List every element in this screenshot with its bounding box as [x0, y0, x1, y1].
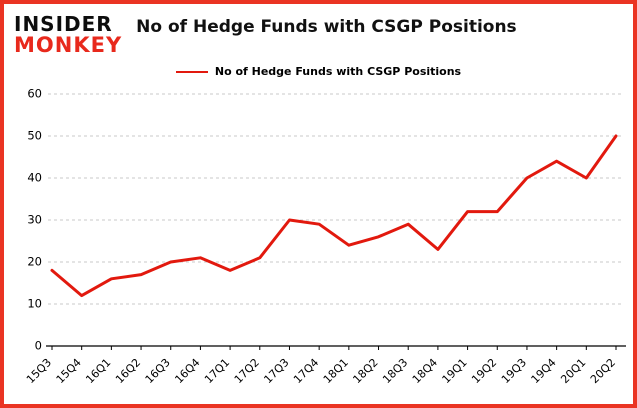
- x-tick-label-17Q3: 17Q3: [261, 356, 291, 386]
- x-tick-label-16Q3: 16Q3: [143, 356, 173, 386]
- x-tick-label-15Q3: 15Q3: [24, 356, 54, 386]
- chart-title: No of Hedge Funds with CSGP Positions: [136, 17, 517, 37]
- logo-text-insider: INSIDER: [14, 12, 113, 36]
- x-tick-label-17Q2: 17Q2: [232, 356, 262, 386]
- legend: No of Hedge Funds with CSGP Positions: [4, 61, 633, 80]
- y-tick-label-30: 30: [27, 213, 42, 227]
- x-tick-label-17Q4: 17Q4: [291, 356, 321, 386]
- y-tick-label-60: 60: [27, 87, 42, 101]
- x-tick-label-18Q3: 18Q3: [380, 356, 410, 386]
- legend-label: No of Hedge Funds with CSGP Positions: [214, 65, 462, 78]
- insider-monkey-logo: INSIDER MONKEY: [14, 14, 122, 56]
- y-tick-label-50: 50: [27, 129, 42, 143]
- x-tick-label-16Q4: 16Q4: [172, 356, 202, 386]
- logo-text-monkey: MONKEY: [14, 33, 123, 57]
- x-tick-label-18Q1: 18Q1: [321, 356, 351, 386]
- x-tick-label-20Q2: 20Q2: [588, 356, 618, 386]
- legend-line-sample: [175, 70, 208, 73]
- series-line-hedge-funds: [50, 134, 618, 298]
- x-tick-label-18Q4: 18Q4: [410, 356, 440, 386]
- y-tick-label-20: 20: [27, 255, 42, 269]
- y-tick-label-0: 0: [35, 339, 42, 353]
- x-tick-label-19Q1: 19Q1: [440, 356, 470, 386]
- x-tick-label-20Q1: 20Q1: [558, 356, 588, 386]
- x-tick-label-16Q1: 16Q1: [83, 356, 113, 386]
- x-tick-label-15Q4: 15Q4: [54, 356, 84, 386]
- x-tick-label-19Q2: 19Q2: [469, 356, 499, 386]
- x-tick-label-17Q1: 17Q1: [202, 356, 232, 386]
- x-tick-label-16Q2: 16Q2: [113, 356, 143, 386]
- y-tick-label-10: 10: [27, 297, 42, 311]
- y-tick-label-40: 40: [27, 171, 42, 185]
- x-tick-label-18Q2: 18Q2: [350, 356, 380, 386]
- x-tick-label-19Q4: 19Q4: [529, 356, 559, 386]
- x-tick-label-19Q3: 19Q3: [499, 356, 529, 386]
- header: INSIDER MONKEY No of Hedge Funds with CS…: [14, 14, 517, 56]
